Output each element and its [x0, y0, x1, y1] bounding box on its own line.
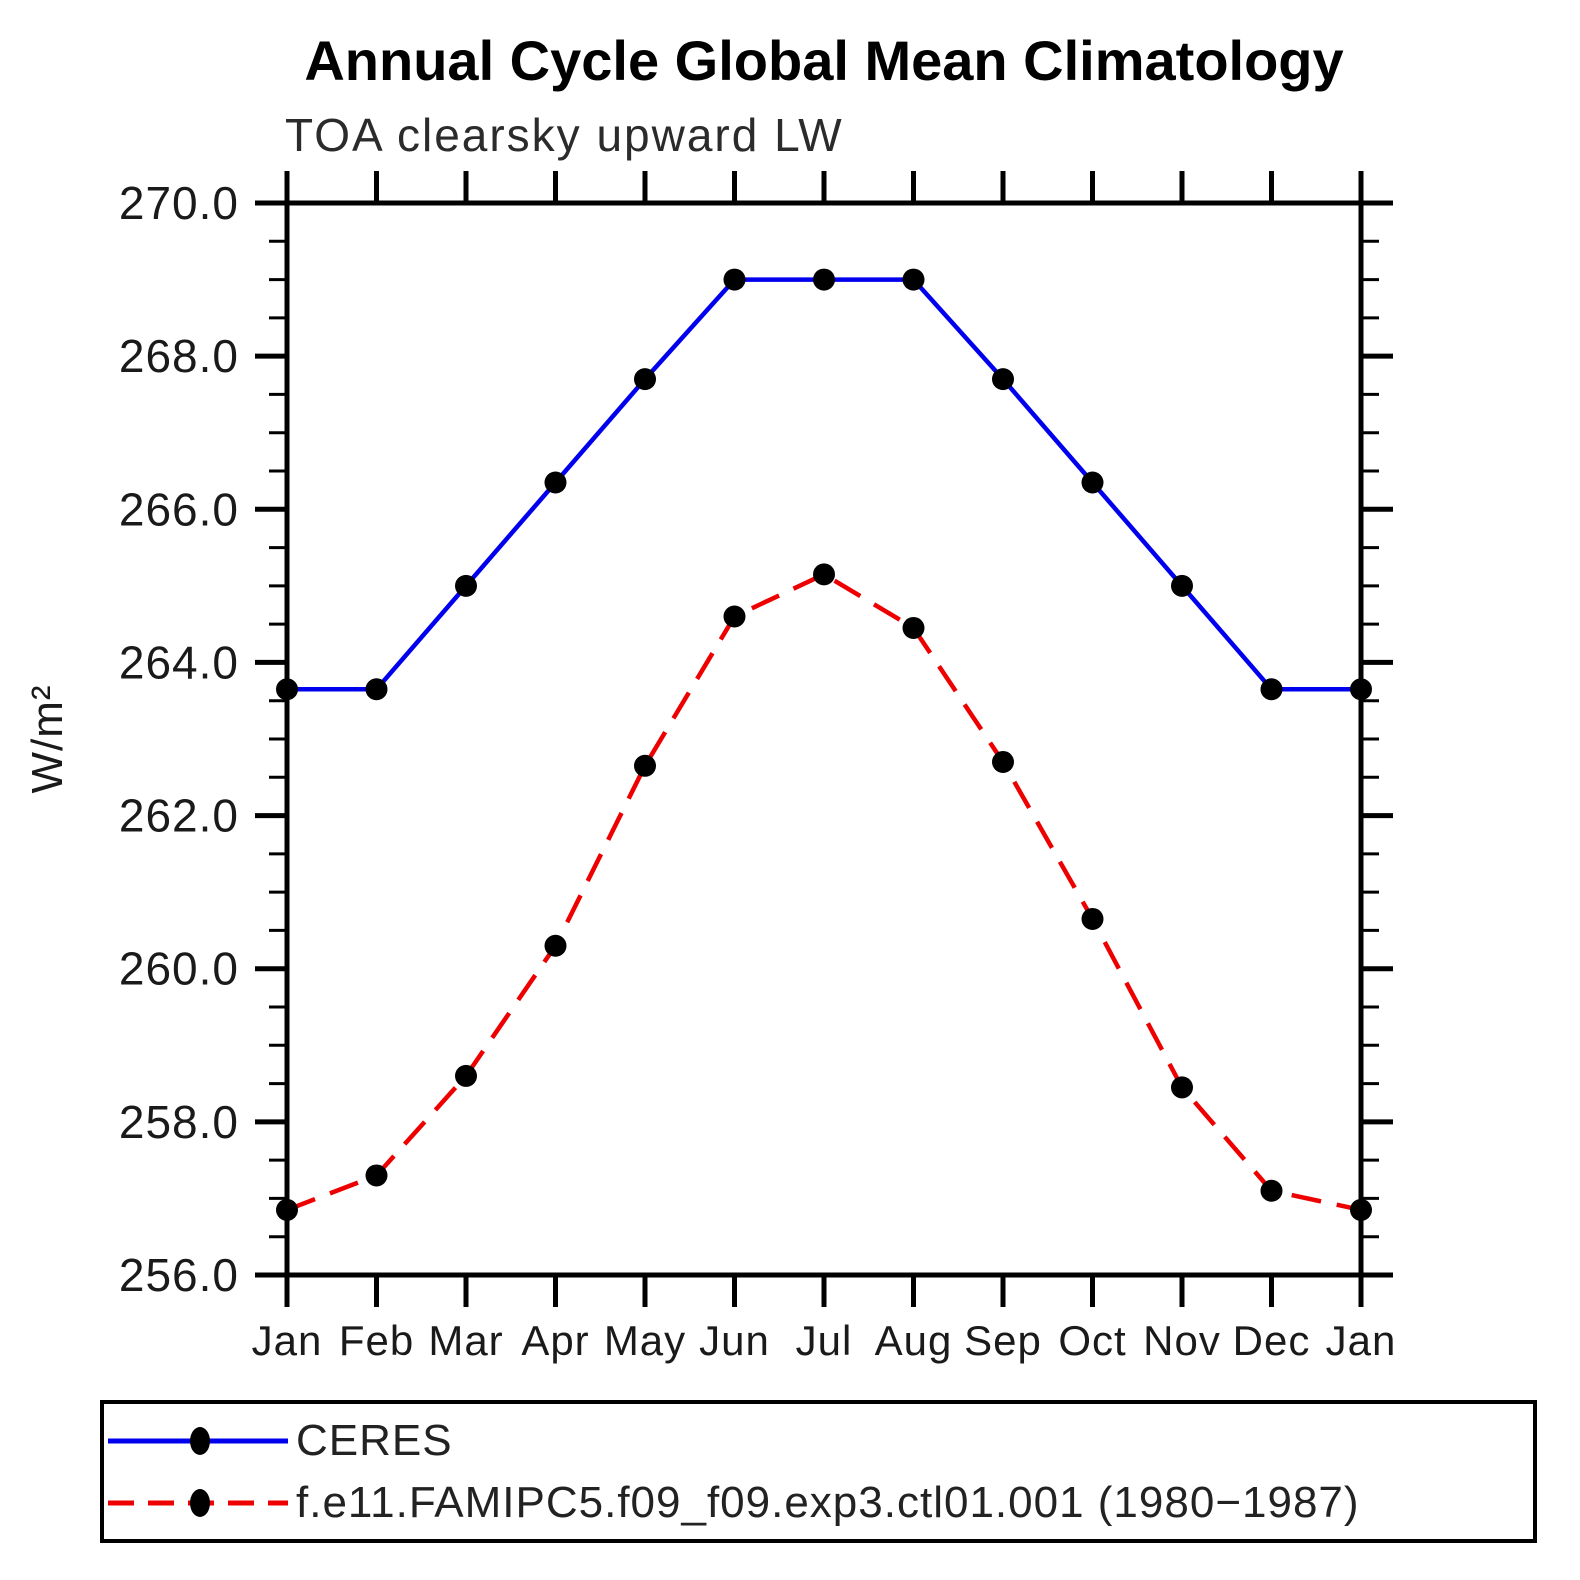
legend: CERES f.e11.FAMIPC5.f09_f09.exp3.ctl01.0…: [100, 1400, 1537, 1543]
legend-row-ceres: CERES: [104, 1415, 1533, 1467]
chart-subtitle: TOA clearsky upward LW: [285, 109, 844, 161]
data-point-model-may-4: [634, 754, 656, 777]
x-tick-label: Dec: [1233, 1317, 1311, 1364]
x-tick-label: Jan: [1326, 1317, 1397, 1364]
series-line-model: [286, 571, 1362, 1213]
data-point-model-jul-6: [813, 563, 835, 586]
y-tick-label: 270.0: [119, 177, 239, 229]
y-tick-label: 262.0: [119, 790, 239, 842]
x-tick-label: May: [604, 1317, 686, 1364]
data-point-ceres-may-4: [634, 368, 656, 391]
y-axis-title: W/m²: [23, 684, 72, 793]
x-tick-label: Feb: [339, 1317, 414, 1364]
data-point-ceres-mar-2: [455, 574, 477, 597]
data-point-model-aug-7: [902, 616, 925, 639]
legend-row-model: f.e11.FAMIPC5.f09_f09.exp3.ctl01.001 (19…: [104, 1477, 1533, 1529]
data-point-ceres-jan-0: [276, 678, 298, 701]
chart-title: Annual Cycle Global Mean Climatology: [304, 29, 1344, 92]
plot-frame: [284, 200, 1364, 1278]
x-tick-label: Jan: [252, 1317, 323, 1364]
series-line-ceres: [287, 277, 1361, 692]
data-point-model-apr-3: [544, 934, 567, 957]
x-tick-label: Jul: [796, 1317, 853, 1364]
x-tick-label: Nov: [1143, 1317, 1221, 1364]
data-point-ceres-apr-3: [544, 471, 567, 494]
data-point-ceres-sep-8: [992, 368, 1014, 391]
data-point-model-jan-0: [276, 1198, 298, 1221]
model-line-sample-icon: [108, 1488, 288, 1517]
x-tick-label: Aug: [875, 1317, 953, 1364]
legend-label-ceres: CERES: [296, 1415, 453, 1465]
data-point-model-dec-11: [1260, 1179, 1283, 1202]
x-tick-label: Oct: [1058, 1317, 1126, 1364]
x-tick-label: Sep: [964, 1317, 1042, 1364]
data-point-ceres-jun-5: [723, 268, 746, 291]
y-tick-label: 260.0: [119, 943, 239, 995]
legend-label-model: f.e11.FAMIPC5.f09_f09.exp3.ctl01.001 (19…: [296, 1477, 1360, 1527]
x-tick-label: Apr: [521, 1317, 589, 1364]
data-point-model-nov-10: [1171, 1076, 1193, 1099]
y-tick-label: 266.0: [119, 483, 239, 535]
data-point-ceres-oct-9: [1081, 471, 1104, 494]
data-point-model-jun-5: [723, 605, 746, 628]
data-point-ceres-aug-7: [902, 268, 925, 291]
x-tick-label: Jun: [699, 1317, 770, 1364]
ceres-line-sample-icon: [108, 1426, 288, 1455]
data-point-model-sep-8: [992, 750, 1014, 773]
y-tick-label: 256.0: [119, 1249, 239, 1301]
data-point-ceres-dec-11: [1260, 678, 1283, 701]
data-point-ceres-jan-12: [1350, 678, 1372, 701]
y-tick-label: 258.0: [119, 1096, 239, 1148]
data-point-ceres-jul-6: [813, 268, 835, 291]
y-tick-label: 268.0: [119, 330, 239, 382]
data-point-model-jan-12: [1350, 1198, 1372, 1221]
y-tick-label: 264.0: [119, 636, 239, 688]
x-tick-label: Mar: [428, 1317, 503, 1364]
data-point-model-oct-9: [1081, 907, 1104, 930]
data-point-model-mar-2: [455, 1064, 477, 1087]
data-point-ceres-nov-10: [1171, 574, 1193, 597]
data-point-model-feb-1: [365, 1164, 388, 1187]
data-point-ceres-feb-1: [365, 678, 388, 701]
